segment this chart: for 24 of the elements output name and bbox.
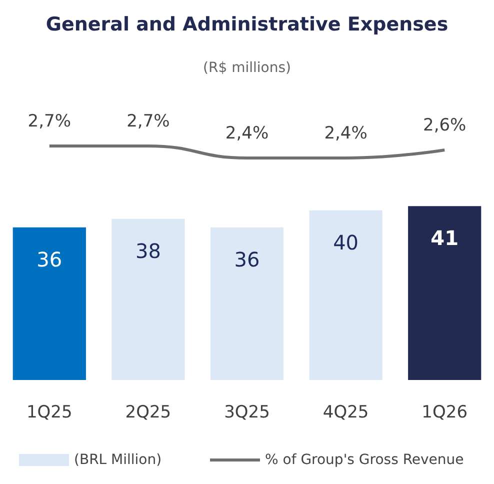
data-label: 36 bbox=[36, 247, 62, 272]
data-label: 38 bbox=[135, 238, 161, 263]
x-tick-label: 4Q25 bbox=[322, 402, 369, 422]
bar bbox=[12, 227, 86, 380]
data-label: 41 bbox=[430, 226, 459, 250]
chart-subtitle: (R$ millions) bbox=[203, 60, 291, 76]
x-tick-label: 3Q25 bbox=[224, 402, 270, 422]
chart-title: General and Administrative Expenses bbox=[46, 14, 448, 36]
bar bbox=[112, 218, 185, 380]
data-label: 2,7% bbox=[126, 112, 170, 132]
data-label: 2,6% bbox=[423, 116, 466, 136]
data-label: 2,4% bbox=[324, 124, 368, 144]
bar bbox=[309, 210, 382, 380]
data-label: 2,4% bbox=[225, 124, 269, 144]
bar bbox=[408, 206, 482, 380]
data-label: 36 bbox=[234, 247, 260, 272]
x-tick-label: 2Q25 bbox=[125, 402, 172, 422]
x-tick-label: 1Q26 bbox=[422, 402, 468, 422]
x-tick-label: 1Q25 bbox=[26, 402, 72, 422]
bar bbox=[210, 227, 284, 380]
data-label: 40 bbox=[333, 230, 359, 254]
legend-label: % of Group's Gross Revenue bbox=[265, 452, 464, 468]
data-label: 2,7% bbox=[28, 112, 71, 132]
legend-label: (BRL Million) bbox=[74, 452, 162, 468]
